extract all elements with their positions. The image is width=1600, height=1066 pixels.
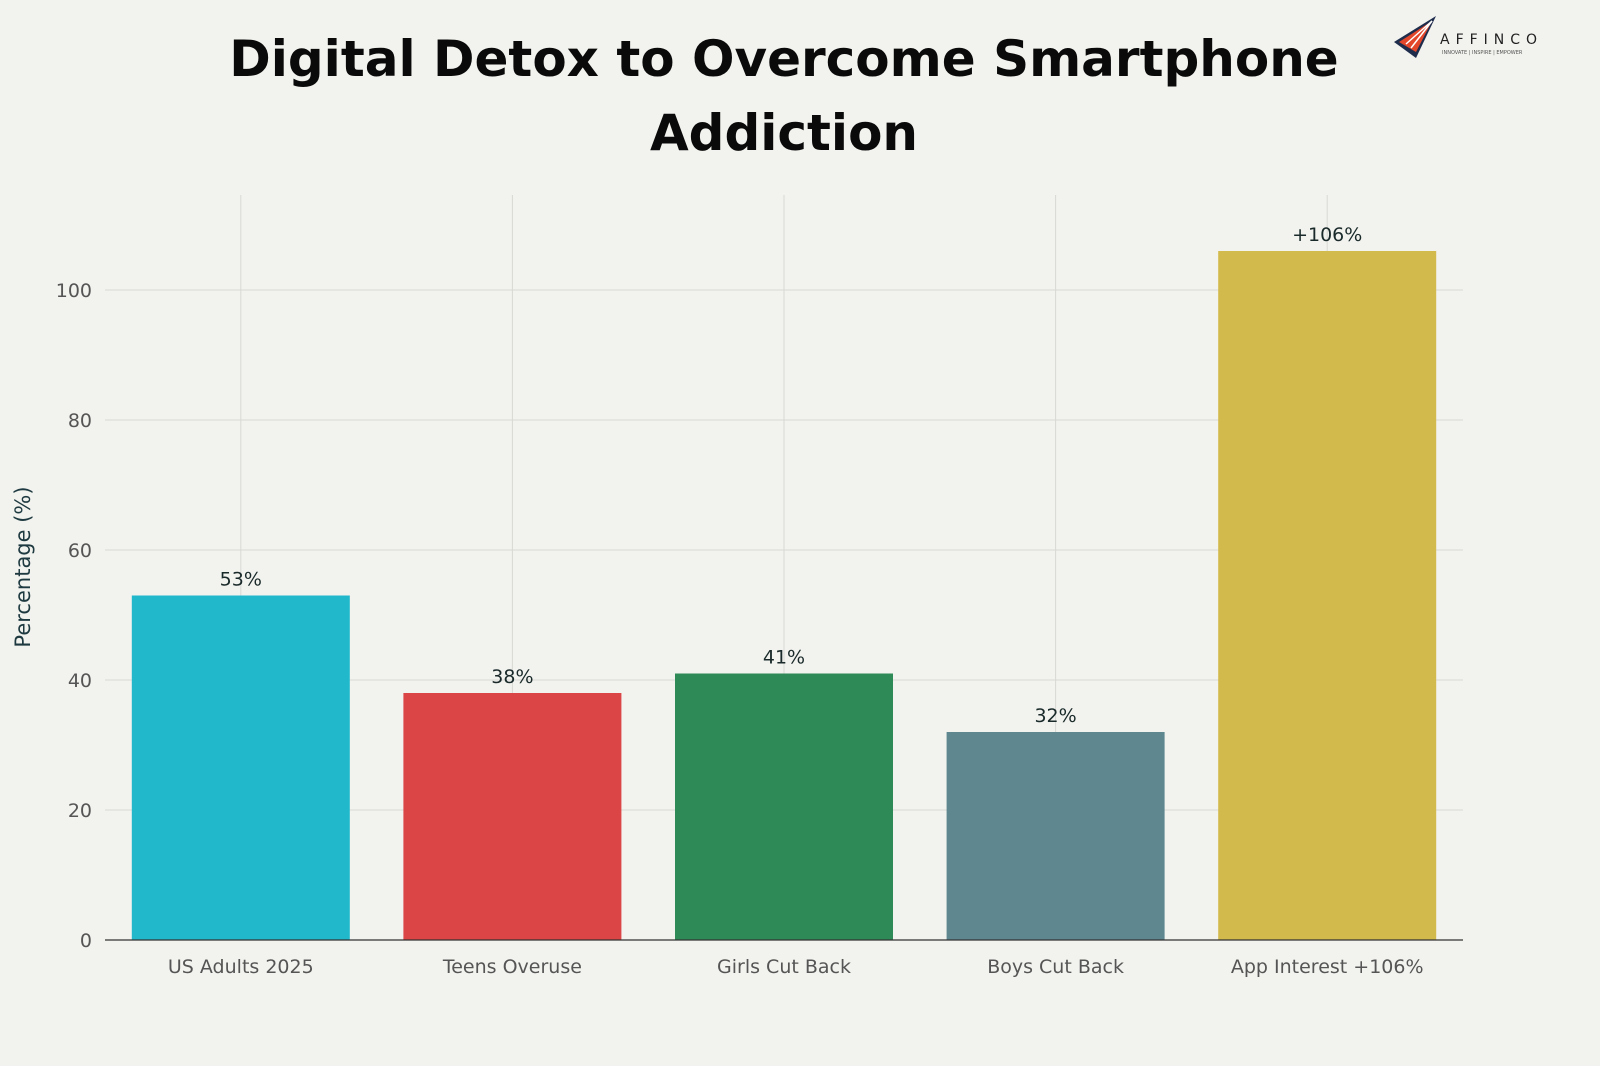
y-tick-label: 100 [56,280,92,302]
chart-title-line-1: Digital Detox to Overcome Smartphone [229,30,1339,88]
bar [403,693,622,940]
data-label: +106% [1292,224,1362,246]
bar [675,673,893,940]
y-tick-label: 40 [68,670,92,692]
y-tick-label: 60 [68,540,92,562]
y-tick-label: 80 [68,410,92,432]
data-label: 32% [1034,705,1076,727]
chart-title: Digital Detox to Overcome Smartphone Add… [0,22,1568,170]
x-tick-label: Girls Cut Back [717,956,851,978]
logo-tagline: INNOVATE | INSPIRE | EMPOWER [1442,50,1523,56]
y-tick-label: 20 [68,800,92,822]
y-axis-label: Percentage (%) [11,486,35,647]
y-tick-label: 0 [80,930,92,952]
x-tick-label: Boys Cut Back [987,956,1124,978]
data-label: 38% [491,666,533,688]
x-tick-label: US Adults 2025 [168,956,314,978]
data-label: 41% [763,647,805,669]
bar [131,595,350,940]
x-tick-label: App Interest +106% [1231,956,1424,978]
x-tick-label: Teens Overuse [442,956,582,978]
bar [946,732,1165,940]
bar [1218,251,1437,940]
chart-title-line-2: Addiction [649,104,919,162]
logo-name: AFFINCO [1440,32,1543,48]
affinco-logo: AFFINCO INNOVATE | INSPIRE | EMPOWER [1394,16,1543,58]
data-label: 53% [220,569,262,591]
